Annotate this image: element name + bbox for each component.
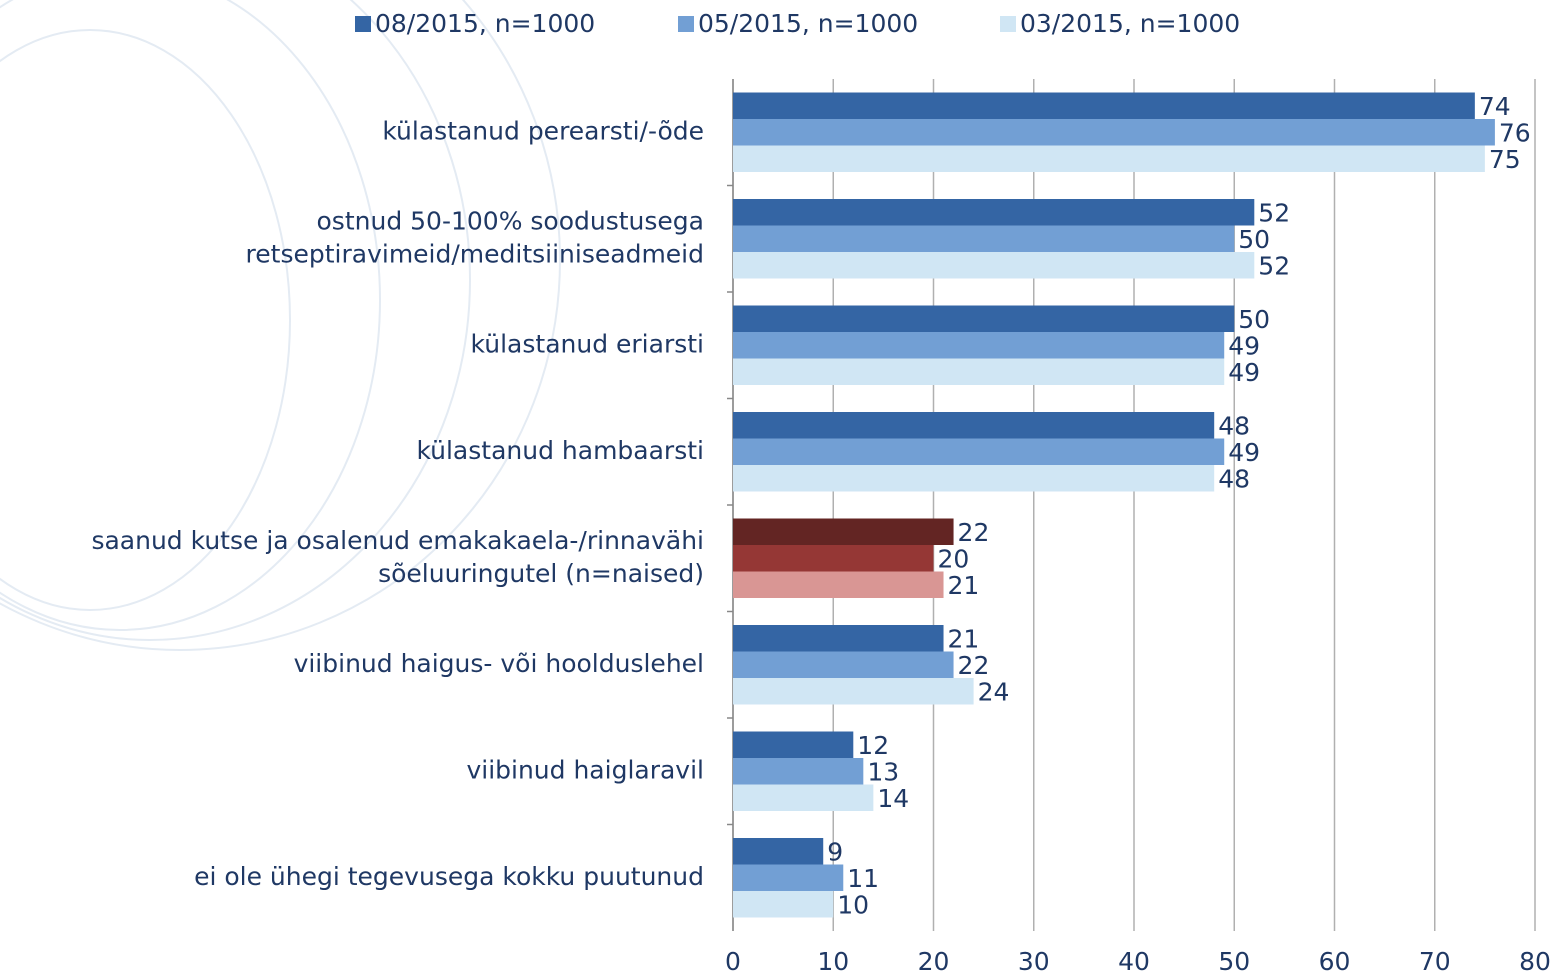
bar bbox=[733, 891, 834, 918]
data-label: 50 bbox=[1238, 305, 1270, 334]
bar bbox=[733, 358, 1225, 385]
bar bbox=[733, 438, 1225, 465]
x-tick-label: 40 bbox=[1118, 947, 1150, 976]
bar bbox=[733, 225, 1235, 252]
bar bbox=[733, 412, 1215, 439]
y-tick-label: viibinud haiglaravil bbox=[466, 755, 704, 784]
y-tick-label-line: ei ole ühegi tegevusega kokku puutunud bbox=[194, 862, 704, 891]
bar bbox=[733, 731, 854, 758]
x-tick-label: 80 bbox=[1519, 947, 1551, 976]
x-tick-label: 20 bbox=[918, 947, 950, 976]
y-tick-label-line: viibinud haigus- või hoolduslehel bbox=[294, 649, 704, 678]
data-label: 22 bbox=[958, 651, 990, 680]
bar bbox=[733, 92, 1475, 119]
y-tick-label: ostnud 50-100% soodustusega retseptiravim… bbox=[246, 206, 704, 268]
data-label: 11 bbox=[847, 864, 879, 893]
y-tick-label-line: külastanud hambaarsti bbox=[416, 436, 704, 465]
data-label: 52 bbox=[1258, 198, 1290, 227]
legend-label: 05/2015, n=1000 bbox=[698, 9, 918, 38]
y-tick-label: ei ole ühegi tegevusega kokku puutunud bbox=[194, 862, 704, 891]
x-tick-label: 0 bbox=[725, 947, 741, 976]
bar bbox=[733, 545, 934, 572]
x-tick-label: 10 bbox=[817, 947, 849, 976]
bar bbox=[733, 465, 1215, 492]
data-label: 24 bbox=[978, 677, 1010, 706]
data-label: 10 bbox=[837, 890, 869, 919]
data-label: 21 bbox=[948, 571, 980, 600]
data-label: 14 bbox=[877, 784, 909, 813]
legend-swatch bbox=[1000, 16, 1016, 32]
legend-swatch bbox=[355, 16, 371, 32]
bar bbox=[733, 119, 1495, 146]
bar bbox=[733, 332, 1225, 359]
x-tick-label: 50 bbox=[1218, 947, 1250, 976]
bar bbox=[733, 145, 1485, 172]
y-tick-label: saanud kutse ja osalenud emakakaela-/rin… bbox=[91, 526, 704, 588]
y-tick-label-line: viibinud haiglaravil bbox=[466, 755, 704, 784]
data-label: 75 bbox=[1489, 145, 1521, 174]
x-tick-label: 30 bbox=[1018, 947, 1050, 976]
y-tick-label: külastanud eriarsti bbox=[471, 329, 704, 358]
y-tick-label: külastanud perearsti/-õde bbox=[382, 116, 704, 145]
data-label: 12 bbox=[857, 731, 889, 760]
y-tick-label-line: külastanud perearsti/-õde bbox=[382, 116, 704, 145]
bar bbox=[733, 864, 844, 891]
data-label: 20 bbox=[938, 544, 970, 573]
legend-label: 08/2015, n=1000 bbox=[375, 9, 595, 38]
legend-swatch bbox=[678, 16, 694, 32]
y-tick-label-line: külastanud eriarsti bbox=[471, 329, 704, 358]
data-label: 48 bbox=[1218, 464, 1250, 493]
legend-label: 03/2015, n=1000 bbox=[1020, 9, 1240, 38]
bar bbox=[733, 305, 1235, 332]
bar bbox=[733, 252, 1255, 279]
y-tick-label: viibinud haigus- või hoolduslehel bbox=[294, 649, 704, 678]
data-label: 50 bbox=[1238, 225, 1270, 254]
data-label: 74 bbox=[1479, 92, 1511, 121]
data-label: 49 bbox=[1228, 331, 1260, 360]
data-label: 49 bbox=[1228, 438, 1260, 467]
y-tick-label-line: ostnud 50-100% soodustusega bbox=[317, 206, 704, 235]
data-label: 9 bbox=[827, 837, 843, 866]
x-tick-label: 70 bbox=[1419, 947, 1451, 976]
data-label: 76 bbox=[1499, 118, 1531, 147]
bar bbox=[733, 571, 944, 598]
bar bbox=[733, 625, 944, 652]
bar bbox=[733, 758, 864, 785]
bar bbox=[733, 838, 824, 865]
bar bbox=[733, 678, 974, 705]
bar bbox=[733, 199, 1255, 226]
data-label: 49 bbox=[1228, 358, 1260, 387]
data-label: 13 bbox=[867, 757, 899, 786]
data-label: 52 bbox=[1258, 251, 1290, 280]
y-tick-label: külastanud hambaarsti bbox=[416, 436, 704, 465]
bar bbox=[733, 518, 954, 545]
bar bbox=[733, 784, 874, 811]
data-label: 21 bbox=[948, 624, 980, 653]
y-tick-label-line: sõeluuringutel (n=naised) bbox=[378, 559, 704, 588]
background-decoration bbox=[0, 0, 561, 651]
x-tick-label: 60 bbox=[1319, 947, 1351, 976]
data-label: 22 bbox=[958, 518, 990, 547]
y-tick-label-line: retseptiravimeid/meditsiiniseadmeid bbox=[246, 239, 704, 268]
y-tick-label-line: saanud kutse ja osalenud emakakaela-/rin… bbox=[91, 526, 704, 555]
data-label: 48 bbox=[1218, 411, 1250, 440]
bar bbox=[733, 651, 954, 678]
